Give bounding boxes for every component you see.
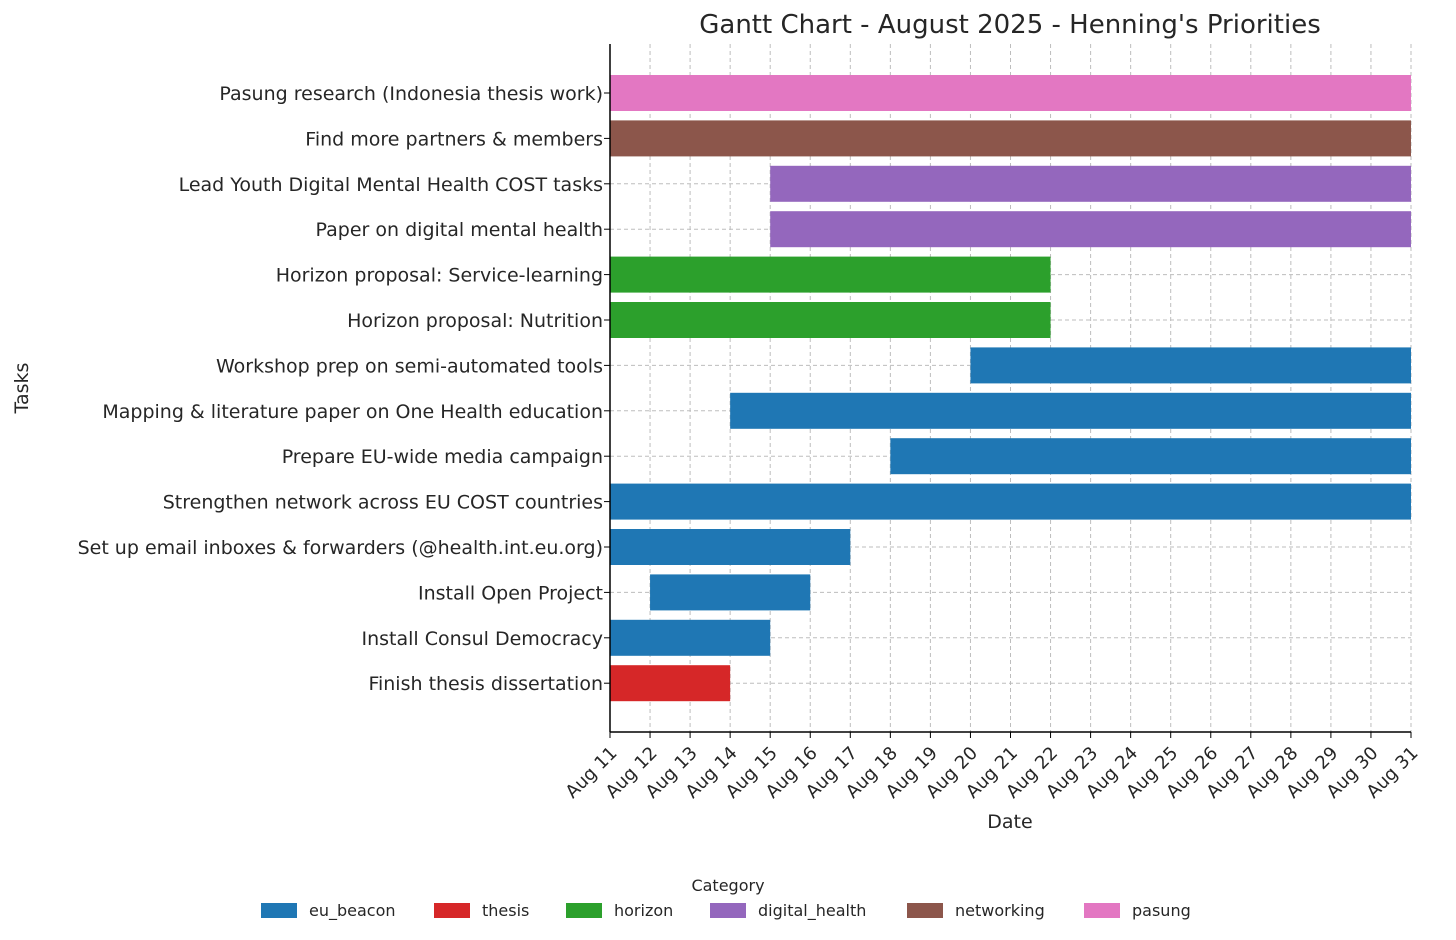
task-bar-eu_beacon	[610, 619, 771, 656]
legend-swatch-horizon	[566, 903, 602, 918]
legend-swatch-eu_beacon	[261, 903, 297, 918]
task-bar-eu_beacon	[610, 529, 851, 565]
task-bar-eu_beacon	[610, 483, 1411, 520]
task-bar-thesis	[610, 665, 731, 702]
legend-label-thesis: thesis	[482, 901, 529, 920]
task-bar-eu_beacon	[730, 392, 1411, 429]
task-bar-eu_beacon	[650, 574, 811, 611]
legend-swatch-thesis	[434, 903, 470, 918]
y-axis-label: Tasks	[11, 363, 33, 415]
task-bar-horizon	[610, 302, 1051, 338]
y-tick-label: Paper on digital mental health	[316, 219, 603, 241]
legend-label-horizon: horizon	[614, 901, 673, 920]
task-bar-eu_beacon	[890, 438, 1411, 475]
y-tick-label: Mapping & literature paper on One Health…	[102, 401, 603, 423]
legend-label-digital_health: digital_health	[758, 901, 866, 921]
y-tick-label: Find more partners & members	[305, 128, 603, 150]
legend: eu_beacon thesis horizon digital_health netw…	[261, 901, 1191, 921]
task-bar-networking	[610, 120, 1411, 157]
y-tick-label: Pasung research (Indonesia thesis work)	[219, 83, 603, 105]
y-tick-label: Set up email inboxes & forwarders (@heal…	[78, 537, 603, 559]
task-bar-digital_health	[770, 211, 1411, 248]
y-tick-label: Install Consul Democracy	[362, 628, 603, 650]
x-axis-label: Date	[987, 811, 1032, 833]
y-tick-label: Strengthen network across EU COST countr…	[163, 492, 603, 514]
legend-swatch-networking	[907, 903, 943, 918]
y-tick-label: Install Open Project	[418, 582, 603, 604]
y-tick-label: Finish thesis dissertation	[368, 673, 603, 695]
y-tick-label: Workshop prep on semi-automated tools	[216, 355, 603, 377]
legend-label-networking: networking	[955, 901, 1045, 920]
legend-swatch-pasung	[1084, 903, 1120, 918]
legend-label-pasung: pasung	[1132, 901, 1191, 920]
task-bar-horizon	[610, 256, 1051, 293]
task-bar-pasung	[610, 75, 1411, 111]
legend-swatch-digital_health	[710, 903, 746, 918]
legend-label-eu_beacon: eu_beacon	[309, 901, 396, 921]
chart-title: Gantt Chart - August 2025 - Henning's Pr…	[699, 10, 1321, 40]
task-bar-eu_beacon	[970, 347, 1411, 384]
bars	[610, 75, 1411, 702]
task-bar-digital_health	[770, 165, 1411, 202]
legend-title: Category	[691, 876, 764, 895]
y-tick-labels: Pasung research (Indonesia thesis work) F…	[78, 83, 610, 695]
y-tick-label: Horizon proposal: Service-learning	[276, 265, 603, 287]
y-tick-label: Prepare EU-wide media campaign	[282, 446, 603, 468]
y-tick-label: Lead Youth Digital Mental Health COST ta…	[179, 174, 603, 196]
y-tick-label: Horizon proposal: Nutrition	[347, 310, 603, 332]
